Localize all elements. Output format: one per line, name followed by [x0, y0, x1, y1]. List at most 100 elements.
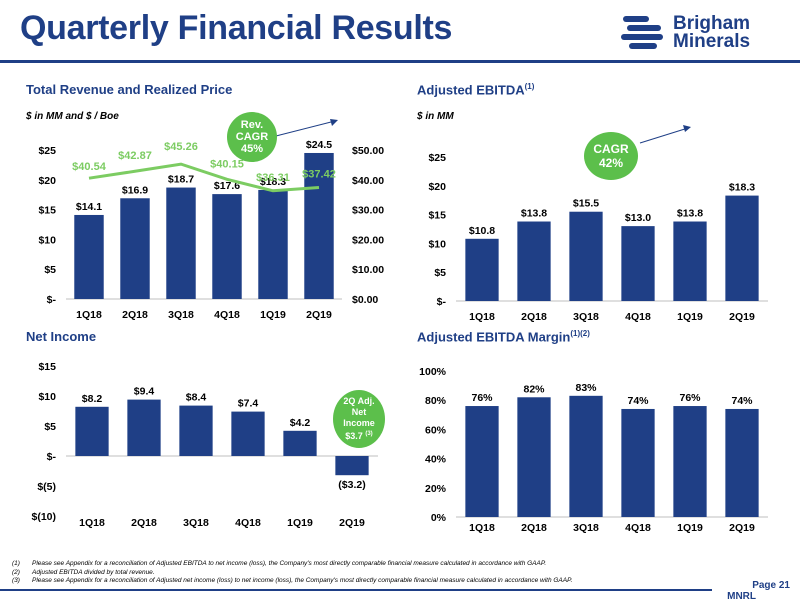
- revenue-chart: $- $5 $10 $15 $20 $25 $14.1 1Q18 $16.9 2Q18 $18.7 3…: [38, 139, 384, 321]
- price-data-label: $42.87: [118, 150, 152, 162]
- margin-bar: [621, 408, 655, 517]
- ebitda-bar: [673, 221, 707, 301]
- net-income-bar: [179, 405, 213, 456]
- margin-bar: [725, 408, 759, 517]
- net-income-xtick: 1Q19: [287, 517, 313, 529]
- footer-rule: [0, 589, 712, 591]
- margin-data-label: 74%: [731, 395, 753, 407]
- net-income-xtick: 4Q18: [235, 517, 261, 529]
- revenue-title-text: Total Revenue and Realized Price: [26, 82, 233, 97]
- revenue-cagr-line1: Rev.: [240, 119, 264, 131]
- margin-ytick: 60%: [425, 424, 447, 436]
- ebitda-ytick: $-: [437, 296, 447, 308]
- footnote-1: (1) Please see Appendix for a reconciliat…: [12, 560, 572, 569]
- margin-ytick: 0%: [431, 512, 447, 524]
- adj-ni-sup: (3): [365, 431, 373, 437]
- ebitda-bar: [465, 238, 499, 301]
- ebitda-title-text: Adjusted EBITDA: [417, 82, 525, 98]
- margin-bar: [673, 406, 707, 517]
- margin-xtick: 3Q18: [573, 522, 599, 534]
- revenue-data-label: $17.6: [214, 180, 240, 192]
- revenue-cagr-line3: 45%: [240, 143, 264, 155]
- revenue-ytick: $10: [38, 234, 56, 246]
- logo-line2: Minerals: [673, 31, 751, 52]
- margin-title-text: Adjusted EBITDA Margin: [417, 329, 571, 345]
- margin-title-sup: (1)(2): [570, 329, 590, 338]
- footnote-3-text: Please see Appendix for a reconciliation…: [32, 577, 573, 584]
- ebitda-cagr-badge: CAGR 42%: [584, 132, 638, 180]
- margin-xtick: 1Q18: [469, 522, 495, 534]
- adj-ni-line1: 2Q Adj.: [343, 396, 375, 406]
- revenue-bar: [166, 187, 196, 299]
- margin-bar: [569, 395, 603, 517]
- revenue-bar: [212, 194, 242, 299]
- net-income-title-text: Net Income: [26, 329, 97, 344]
- net-income-chart: $(10) $(5) $- $5 $10 $15 $8.2 1Q18 $9.4 2Q18 $8.4 3…: [31, 361, 378, 529]
- price-data-label: $40.54: [72, 161, 107, 173]
- net-income-bar: [75, 406, 109, 456]
- ebitda-trend-arrow: [639, 125, 691, 144]
- revenue-section-title: Total Revenue and Realized Price: [26, 82, 232, 97]
- page-title: Quarterly Financial Results: [20, 9, 453, 47]
- revenue-xtick: 4Q18: [214, 309, 240, 321]
- revenue-xtick: 3Q18: [168, 309, 194, 321]
- revenue-y2tick: $50.00: [352, 145, 384, 157]
- footnote-2-num: (2): [12, 568, 20, 576]
- net-income-data-label: $9.4: [134, 386, 155, 398]
- page-number: Page 21: [752, 580, 790, 591]
- net-income-ytick: $10: [38, 391, 56, 403]
- net-income-data-label: $8.4: [186, 392, 207, 404]
- revenue-xtick: 2Q18: [122, 309, 148, 321]
- margin-section-title: Adjusted EBITDA Margin(1)(2): [417, 329, 590, 344]
- net-income-data-label: $7.4: [238, 398, 259, 410]
- net-income-xtick: 1Q18: [79, 517, 105, 529]
- revenue-xtick: 2Q19: [306, 309, 332, 321]
- revenue-ytick: $5: [44, 264, 56, 276]
- net-income-xtick: 3Q18: [183, 517, 209, 529]
- revenue-ytick: $20: [38, 175, 56, 187]
- ebitda-xtick: 3Q18: [573, 311, 599, 323]
- net-income-ytick: $(5): [37, 481, 56, 493]
- revenue-y2tick: $10.00: [352, 264, 384, 276]
- price-line: [88, 162, 320, 193]
- revenue-bar: [74, 214, 104, 299]
- net-income-section-title: Net Income: [26, 329, 96, 344]
- revenue-y2tick: $0.00: [352, 294, 378, 306]
- net-income-bar: [283, 430, 317, 456]
- ebitda-ytick: $20: [428, 181, 446, 193]
- revenue-xtick: 1Q18: [76, 309, 102, 321]
- revenue-cagr-badge: Rev. CAGR 45%: [227, 112, 277, 162]
- logo-mark-icon: [621, 16, 663, 49]
- brigham-logo: Brigham Minerals: [621, 12, 791, 54]
- ebitda-data-label: $13.0: [625, 212, 651, 224]
- revenue-data-label: $18.7: [168, 174, 194, 186]
- margin-data-label: 74%: [627, 395, 649, 407]
- revenue-bar: [304, 152, 334, 299]
- ebitda-bar: [621, 226, 655, 301]
- ebitda-cagr-line2: 42%: [598, 156, 624, 170]
- ebitda-data-label: $13.8: [521, 208, 547, 220]
- revenue-trend-arrow: [271, 119, 338, 138]
- ebitda-bar: [517, 221, 551, 301]
- margin-ytick: 20%: [425, 483, 447, 495]
- margin-bar: [465, 406, 499, 517]
- margin-data-label: 82%: [523, 383, 545, 395]
- footnote-2: (2) Adjusted EBITDA divided by total reve…: [12, 569, 572, 578]
- footnote-2-text: Adjusted EBITDA divided by total revenue…: [32, 568, 155, 576]
- ebitda-data-label: $13.8: [677, 208, 703, 220]
- revenue-unit: $ in MM and $ / Boe: [26, 111, 119, 122]
- net-income-ytick: $-: [47, 451, 57, 463]
- title-rule: [0, 60, 800, 63]
- adj-net-income-badge: 2Q Adj. Net Income $3.7 (3): [333, 390, 385, 448]
- net-income-ytick: $5: [44, 421, 56, 433]
- revenue-bar: [120, 198, 150, 299]
- ebitda-data-label: $18.3: [729, 182, 755, 194]
- ebitda-title-sup: (1): [524, 82, 535, 91]
- footnote-1-num: (1): [12, 560, 20, 567]
- net-income-ytick: $15: [38, 361, 56, 373]
- net-income-data-label: $4.2: [290, 417, 311, 429]
- revenue-data-label: $24.5: [306, 139, 332, 151]
- revenue-xtick: 1Q19: [260, 309, 286, 321]
- ebitda-ytick: $10: [428, 238, 446, 250]
- footnote-1-text: Please see Appendix for a reconciliation…: [32, 560, 547, 567]
